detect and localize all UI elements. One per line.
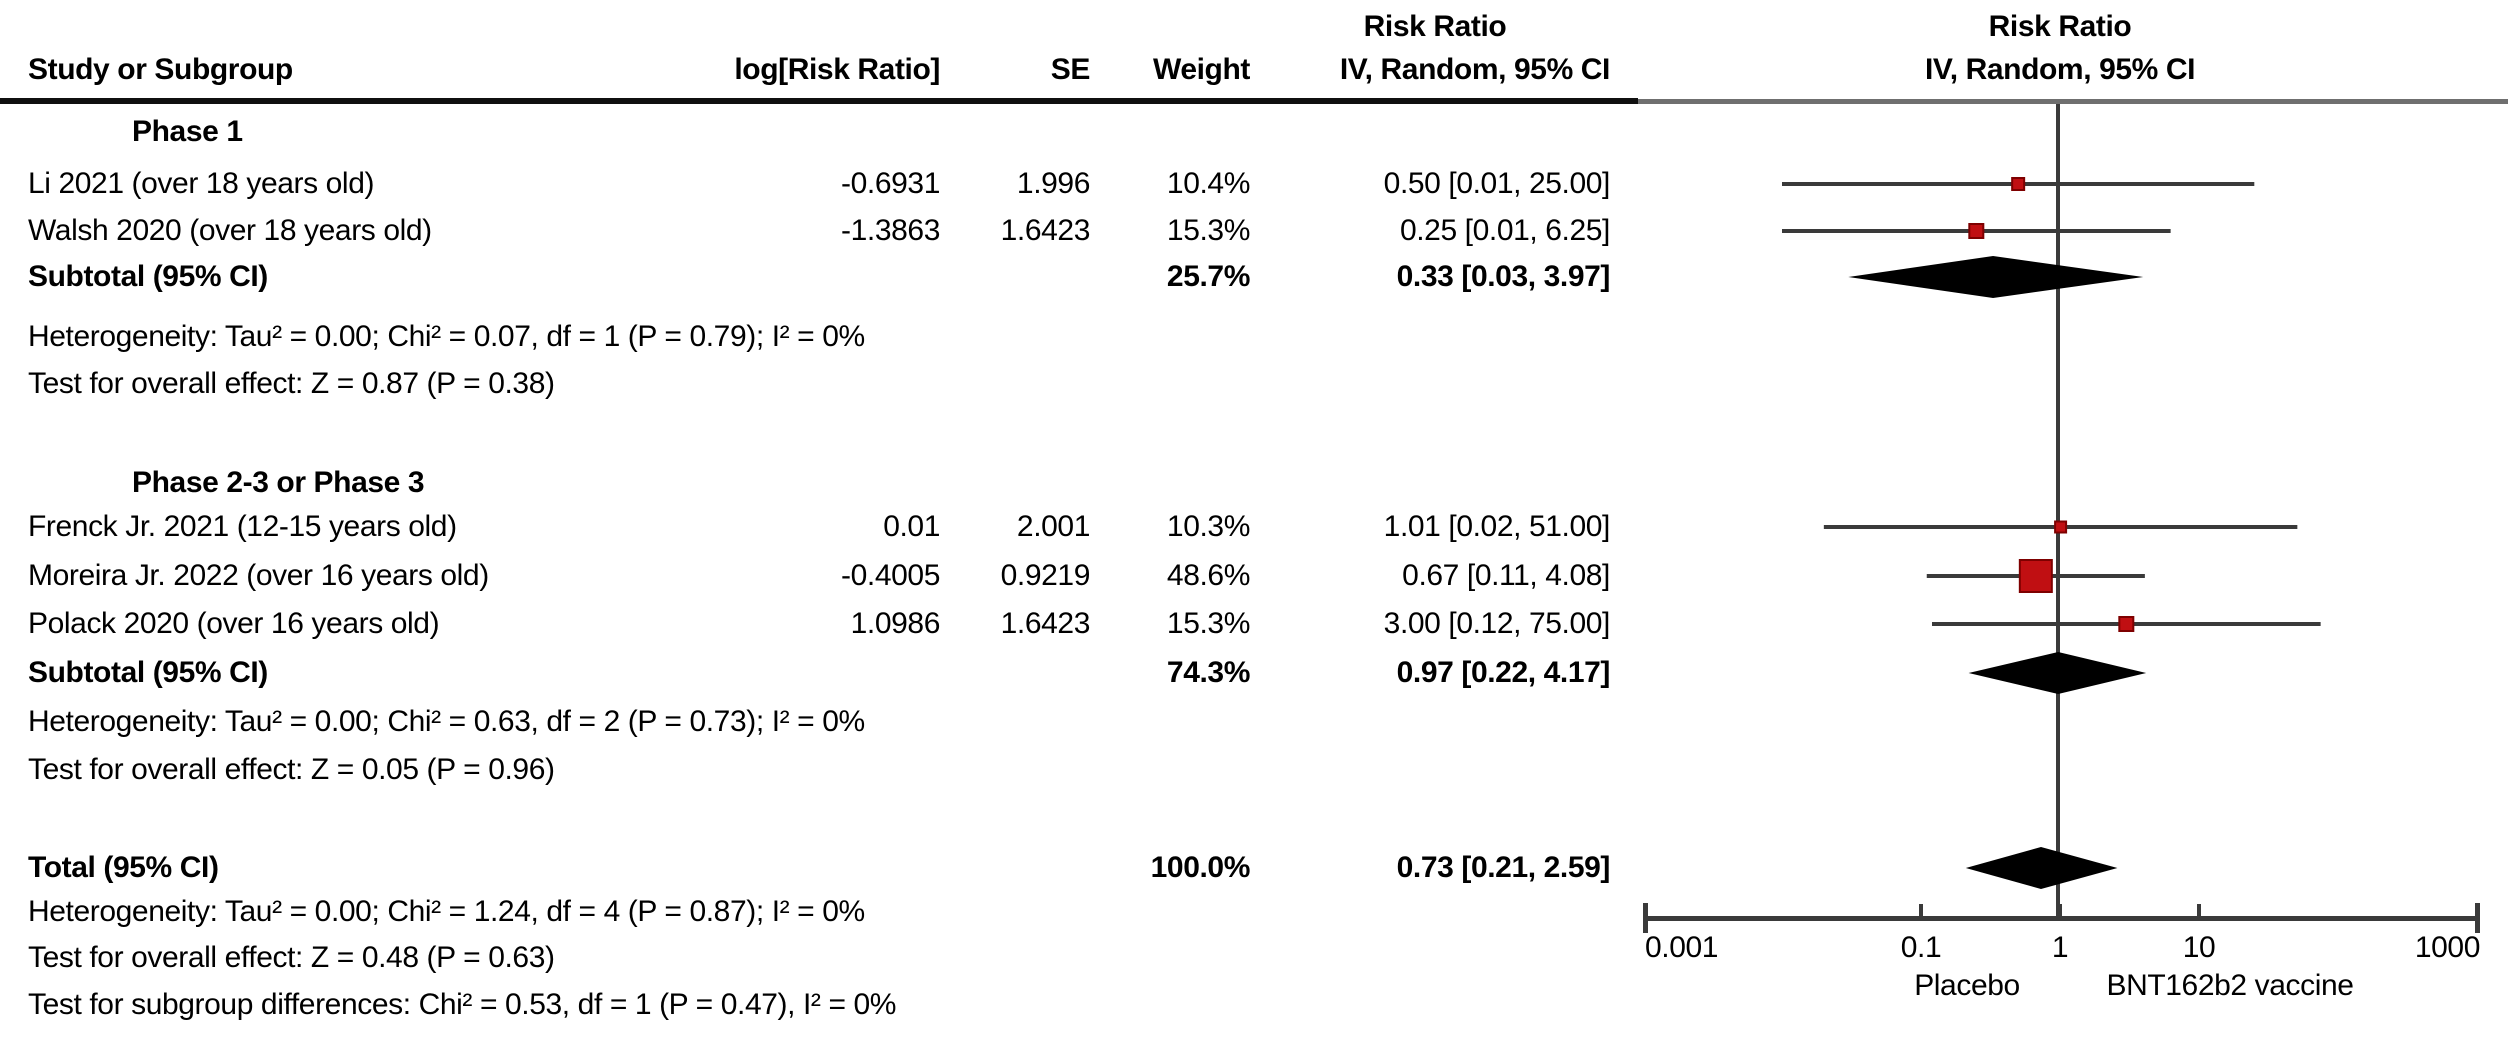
- study-log-rr: 1.0986: [850, 607, 941, 640]
- x-axis-tick-0.1: [1919, 904, 1923, 917]
- effect-square-polack2020: [2118, 616, 2135, 632]
- subtotal-weight: 25.7%: [1166, 260, 1250, 293]
- favours-right-label: BNT162b2 vaccine: [2106, 969, 2354, 1002]
- heterogeneity-text: Heterogeneity: Tau² = 0.00; Chi² = 0.07,…: [28, 320, 865, 353]
- x-axis-right-cap: [2475, 903, 2480, 933]
- study-log-rr: -1.3863: [841, 214, 940, 247]
- study-row-frenck2021: Frenck Jr. 2021 (12-15 years old) 0.01 2…: [0, 505, 2508, 549]
- study-weight: 10.4%: [1166, 167, 1250, 200]
- subtotal-ci: 0.33 [0.03, 3.97]: [1396, 260, 1611, 293]
- x-axis-tick-label: 1: [2051, 931, 2069, 964]
- study-se: 1.996: [1016, 167, 1090, 200]
- x-axis-tick-10: [2197, 904, 2201, 917]
- header-separator-plot: [1638, 99, 2508, 104]
- summary-diamond-subtotal2: [1968, 652, 2147, 694]
- x-axis-tick-label: 0.1: [1900, 931, 1942, 964]
- overall-effect-row-phase1: Test for overall effect: Z = 0.87 (P = 0…: [0, 362, 2508, 406]
- total-row: Total (95% CI) 100.0% 0.73 [0.21, 2.59]: [0, 846, 2508, 890]
- plot-column-effect-title: Risk Ratio: [1988, 10, 2132, 43]
- overall-effect-row-phase23: Test for overall effect: Z = 0.05 (P = 0…: [0, 748, 2508, 792]
- total-ci: 0.73 [0.21, 2.59]: [1396, 851, 1611, 884]
- x-axis-tick-label: 10: [2182, 931, 2216, 964]
- x-axis-tick-label: 1000: [2414, 931, 2481, 964]
- overall-effect-text: Test for overall effect: Z = 0.48 (P = 0…: [28, 941, 555, 974]
- subgroup-header-row: Phase 1: [0, 110, 2508, 154]
- column-header-log-rr: log[Risk Ratio]: [734, 53, 940, 86]
- header-row-effect-titles: Risk Ratio Risk Ratio: [0, 5, 2508, 49]
- column-header-weight: Weight: [1152, 53, 1250, 86]
- study-log-rr: 0.01: [883, 510, 940, 543]
- heterogeneity-text: Heterogeneity: Tau² = 0.00; Chi² = 0.63,…: [28, 705, 865, 738]
- x-axis-tick-label: 0.001: [1645, 931, 1719, 964]
- subtotal-ci: 0.97 [0.22, 4.17]: [1396, 656, 1611, 689]
- subtotal-label: Subtotal (95% CI): [28, 260, 268, 293]
- total-weight: 100.0%: [1150, 851, 1251, 884]
- study-label: Moreira Jr. 2022 (over 16 years old): [28, 559, 489, 592]
- study-se: 1.6423: [1000, 607, 1091, 640]
- study-row-polack2020: Polack 2020 (over 16 years old) 1.0986 1…: [0, 602, 2508, 646]
- study-se: 1.6423: [1000, 214, 1091, 247]
- column-header-ci: IV, Random, 95% CI: [1339, 53, 1611, 86]
- header-row-columns: Study or Subgroup log[Risk Ratio] SE Wei…: [0, 48, 2508, 92]
- subtotal-row-phase23: Subtotal (95% CI) 74.3% 0.97 [0.22, 4.17…: [0, 651, 2508, 695]
- column-header-study: Study or Subgroup: [28, 53, 293, 86]
- heterogeneity-row-phase1: Heterogeneity: Tau² = 0.00; Chi² = 0.07,…: [0, 315, 2508, 359]
- study-ci: 3.00 [0.12, 75.00]: [1383, 607, 1611, 640]
- x-axis-line: [1643, 916, 2479, 921]
- study-row-walsh2020: Walsh 2020 (over 18 years old) -1.3863 1…: [0, 209, 2508, 253]
- favours-left-label: Placebo: [1914, 969, 2020, 1002]
- total-label: Total (95% CI): [28, 851, 219, 884]
- study-log-rr: -0.4005: [841, 559, 940, 592]
- column-header-se: SE: [1050, 53, 1091, 86]
- study-label: Frenck Jr. 2021 (12-15 years old): [28, 510, 457, 543]
- study-weight: 15.3%: [1166, 214, 1250, 247]
- study-label: Polack 2020 (over 16 years old): [28, 607, 440, 640]
- study-weight: 10.3%: [1166, 510, 1250, 543]
- study-ci: 0.67 [0.11, 4.08]: [1402, 559, 1610, 592]
- effect-square-walsh2020: [1968, 223, 1985, 239]
- study-ci: 0.25 [0.01, 6.25]: [1399, 214, 1610, 247]
- overall-effect-text: Test for overall effect: Z = 0.87 (P = 0…: [28, 367, 555, 400]
- study-label: Walsh 2020 (over 18 years old): [28, 214, 432, 247]
- study-weight: 48.6%: [1166, 559, 1250, 592]
- subgroup-label-phase1: Phase 1: [132, 115, 243, 148]
- x-axis-tick-1: [2058, 904, 2062, 917]
- summary-diamond-subtotal1: [1848, 256, 2144, 298]
- subtotal-label: Subtotal (95% CI): [28, 656, 268, 689]
- subgroup-differences-text: Test for subgroup differences: Chi² = 0.…: [28, 988, 897, 1021]
- subgroup-header-row: Phase 2-3 or Phase 3: [0, 461, 2508, 505]
- summary-diamond-total: [1965, 847, 2118, 889]
- heterogeneity-row-phase23: Heterogeneity: Tau² = 0.00; Chi² = 0.63,…: [0, 700, 2508, 744]
- heterogeneity-row-total: Heterogeneity: Tau² = 0.00; Chi² = 1.24,…: [0, 890, 2508, 934]
- study-label: Li 2021 (over 18 years old): [28, 167, 375, 200]
- heterogeneity-text: Heterogeneity: Tau² = 0.00; Chi² = 1.24,…: [28, 895, 865, 928]
- subtotal-row-phase1: Subtotal (95% CI) 25.7% 0.33 [0.03, 3.97…: [0, 255, 2508, 299]
- header-separator-table: [0, 98, 1638, 104]
- subgroup-label-phase23: Phase 2-3 or Phase 3: [132, 466, 425, 499]
- overall-effect-row-total: Test for overall effect: Z = 0.48 (P = 0…: [0, 936, 2508, 980]
- subgroup-differences-row: Test for subgroup differences: Chi² = 0.…: [0, 983, 2508, 1027]
- overall-effect-text: Test for overall effect: Z = 0.05 (P = 0…: [28, 753, 555, 786]
- effect-square-moreira2022: [2018, 559, 2053, 593]
- study-ci: 0.50 [0.01, 25.00]: [1383, 167, 1611, 200]
- study-se: 0.9219: [1000, 559, 1091, 592]
- effect-square-li2021: [2011, 177, 2026, 191]
- study-se: 2.001: [1016, 510, 1090, 543]
- plot-column-method-title: IV, Random, 95% CI: [1924, 53, 2196, 86]
- stat-column-effect-title: Risk Ratio: [1363, 10, 1507, 43]
- x-axis-left-cap: [1643, 903, 1648, 933]
- study-weight: 15.3%: [1166, 607, 1250, 640]
- study-row-li2021: Li 2021 (over 18 years old) -0.6931 1.99…: [0, 162, 2508, 206]
- study-log-rr: -0.6931: [841, 167, 940, 200]
- null-effect-line: [2056, 104, 2060, 916]
- effect-square-frenck2021: [2054, 520, 2068, 534]
- subtotal-weight: 74.3%: [1166, 656, 1250, 689]
- study-ci: 1.01 [0.02, 51.00]: [1383, 510, 1611, 543]
- study-row-moreira2022: Moreira Jr. 2022 (over 16 years old) -0.…: [0, 554, 2508, 598]
